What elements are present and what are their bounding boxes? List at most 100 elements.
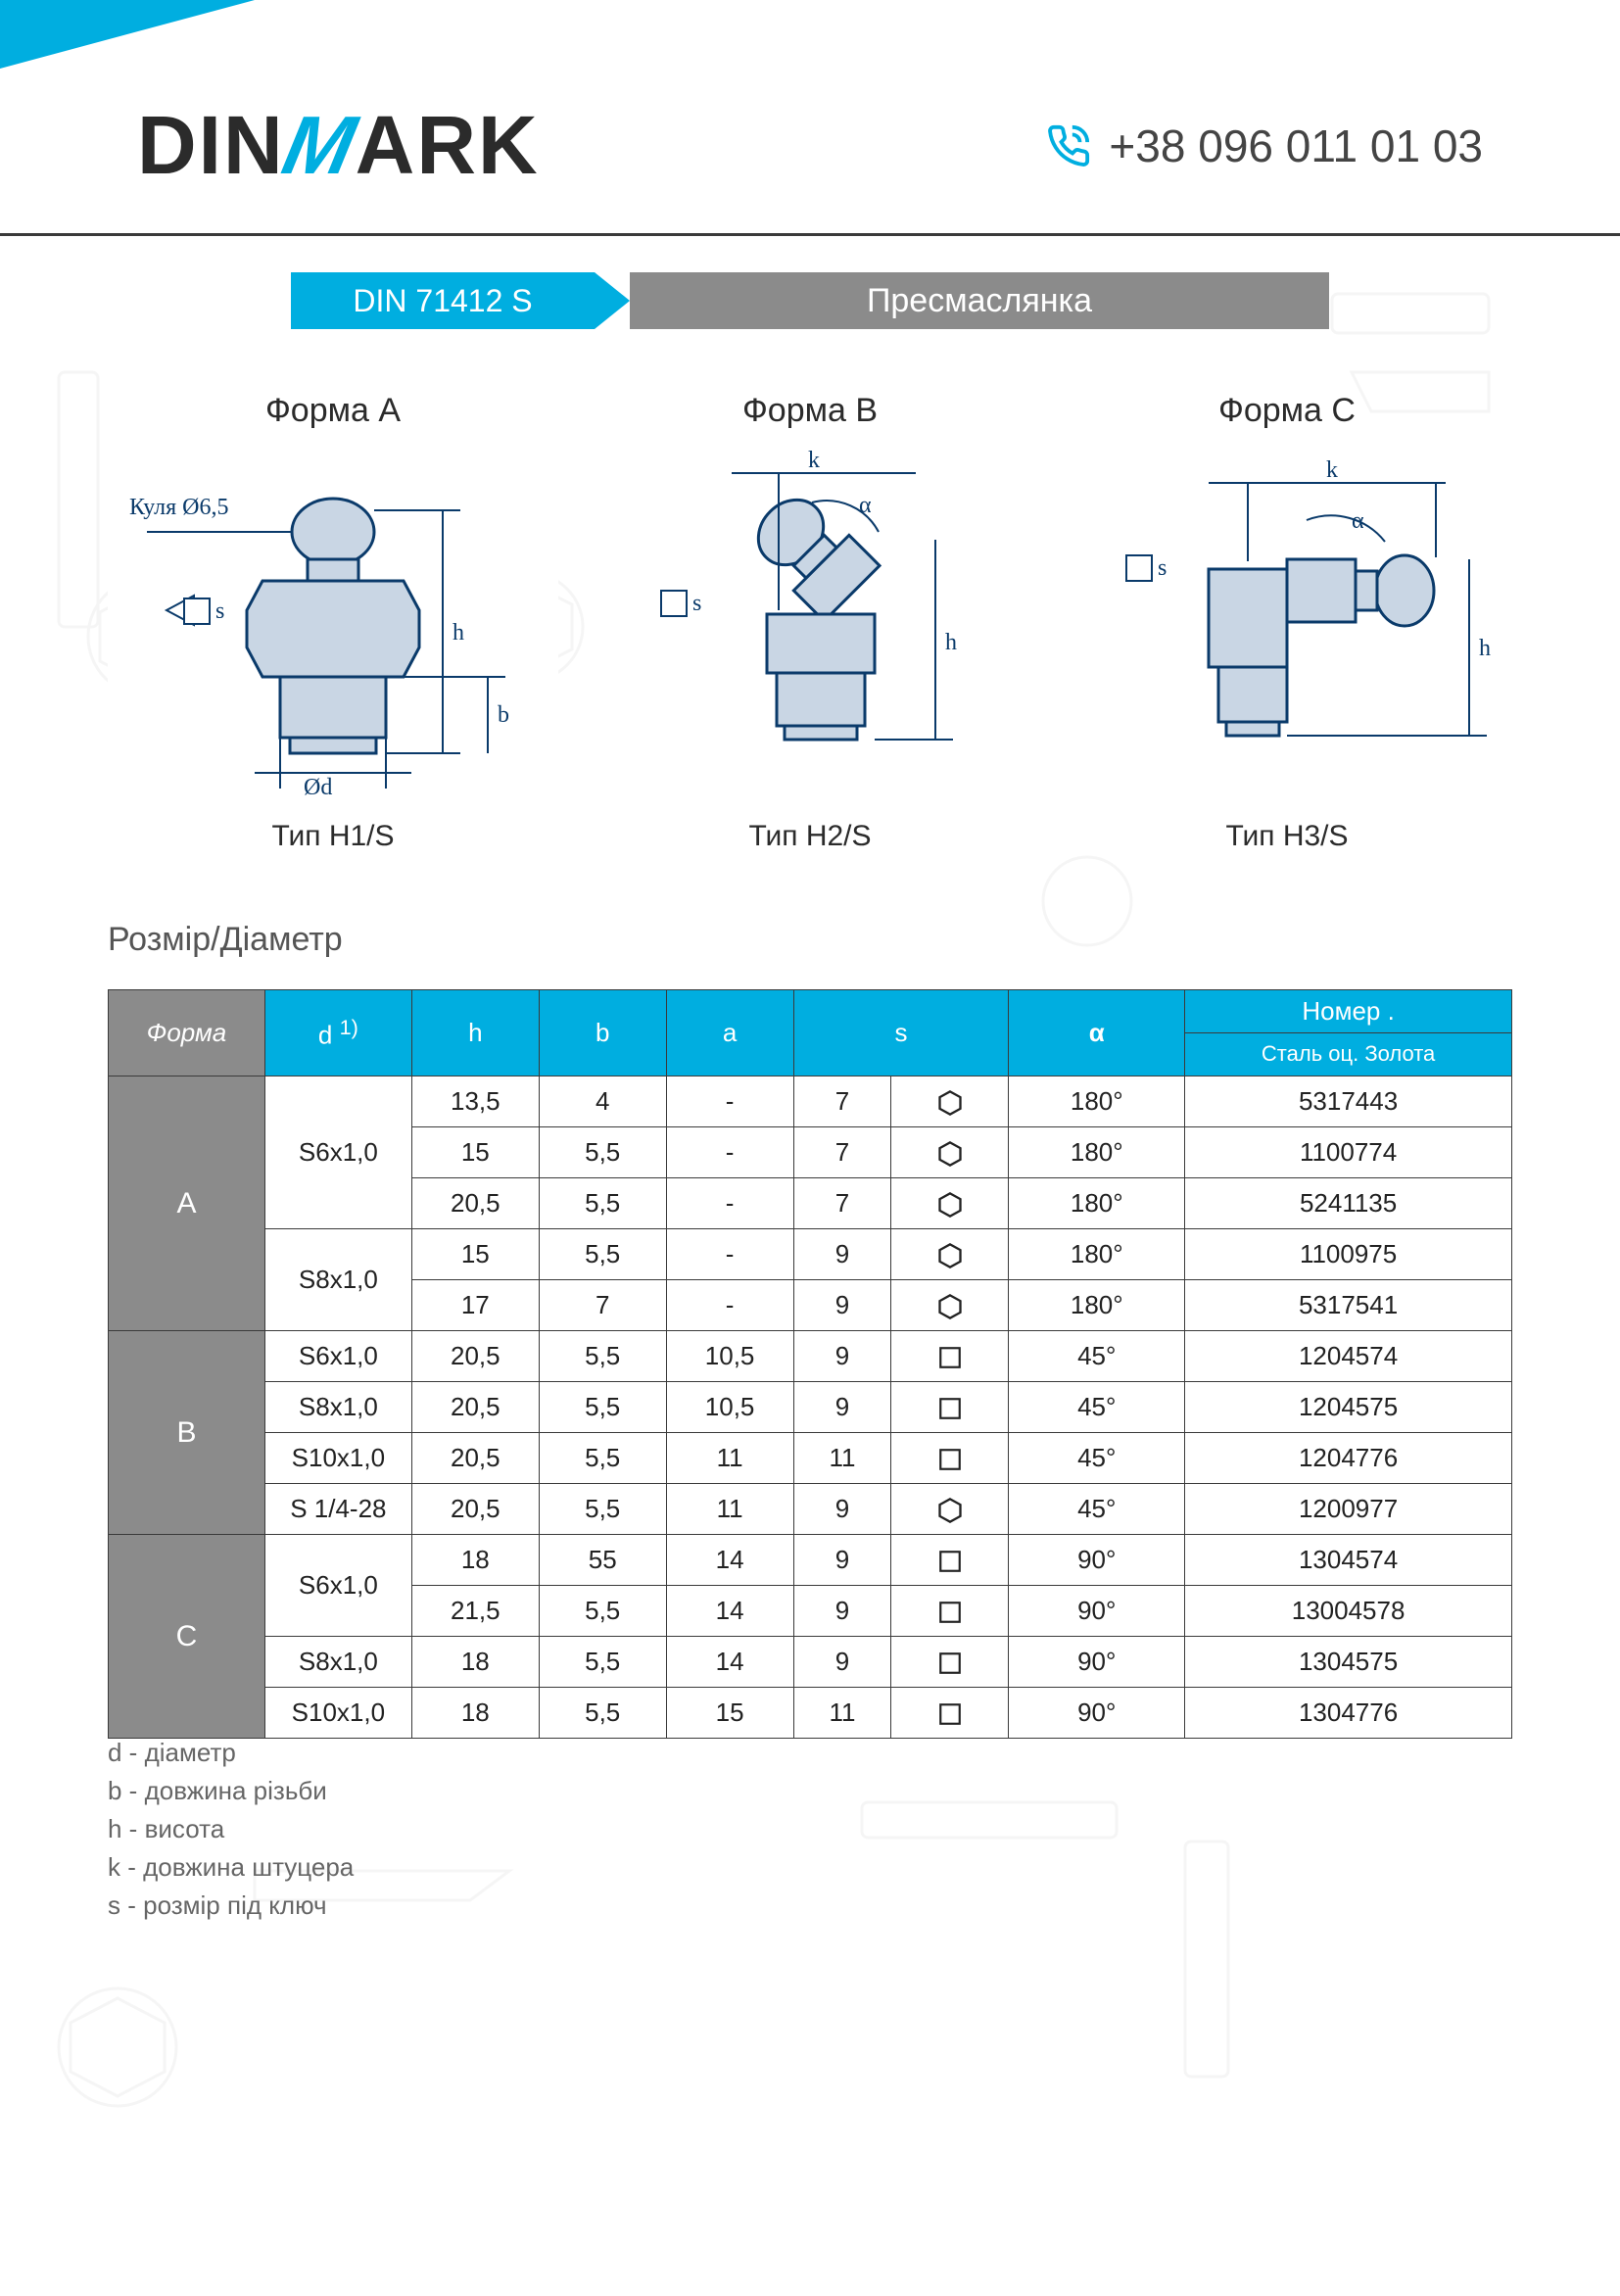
diagram-form-c: Форма С k α <box>1062 392 1512 853</box>
legend-line: h - висота <box>108 1810 354 1848</box>
cell-number: 5317443 <box>1185 1076 1512 1127</box>
annot-h: h <box>453 620 464 646</box>
phone: +38 096 011 01 03 <box>1046 120 1483 172</box>
cell-a: 11 <box>666 1484 793 1535</box>
cell-number: 1100975 <box>1185 1229 1512 1280</box>
cell-shape-icon <box>891 1178 1009 1229</box>
cell-b: 5,5 <box>539 1229 666 1280</box>
th-d: d 1) <box>264 990 411 1076</box>
cell-s: 11 <box>793 1433 891 1484</box>
table-row: S10x1,020,55,5111145°1204776 <box>109 1433 1512 1484</box>
th-d-sup: 1) <box>340 1015 358 1039</box>
cell-h: 20,5 <box>411 1382 539 1433</box>
cell-shape-icon <box>891 1280 1009 1331</box>
cell-alpha: 90° <box>1009 1586 1185 1637</box>
cell-number: 1204574 <box>1185 1331 1512 1382</box>
size-heading: Розмір/Діаметр <box>108 921 343 959</box>
annot-s: s <box>215 598 224 624</box>
diagram-drawing-b: k α s h <box>585 444 1035 796</box>
phone-number: +38 096 011 01 03 <box>1109 120 1483 172</box>
cell-h: 21,5 <box>411 1586 539 1637</box>
cell-h: 18 <box>411 1637 539 1688</box>
diagram-type-label: Тип H1/S <box>271 820 394 853</box>
cell-alpha: 180° <box>1009 1280 1185 1331</box>
cell-b: 5,5 <box>539 1127 666 1178</box>
cell-b: 5,5 <box>539 1637 666 1688</box>
th-alpha: α <box>1009 990 1185 1076</box>
cell-alpha: 180° <box>1009 1178 1185 1229</box>
cell-h: 18 <box>411 1535 539 1586</box>
cell-s: 9 <box>793 1382 891 1433</box>
cell-h: 15 <box>411 1127 539 1178</box>
th-s: s <box>793 990 1009 1076</box>
diagram-type-label: Тип H2/S <box>748 820 871 853</box>
table-row: BS6x1,020,55,510,5945°1204574 <box>109 1331 1512 1382</box>
cell-a: 14 <box>666 1586 793 1637</box>
cell-number: 1100774 <box>1185 1127 1512 1178</box>
cell-number: 1204575 <box>1185 1382 1512 1433</box>
cell-s: 7 <box>793 1127 891 1178</box>
cell-alpha: 45° <box>1009 1484 1185 1535</box>
cell-shape-icon <box>891 1484 1009 1535</box>
cell-alpha: 45° <box>1009 1433 1185 1484</box>
cell-b: 4 <box>539 1076 666 1127</box>
cell-alpha: 90° <box>1009 1688 1185 1739</box>
cell-s: 9 <box>793 1535 891 1586</box>
cell-h: 17 <box>411 1280 539 1331</box>
phone-icon <box>1046 123 1091 168</box>
table-row: S8x1,0185,514990°1304575 <box>109 1637 1512 1688</box>
cell-d: S6x1,0 <box>264 1331 411 1382</box>
cell-number: 13004578 <box>1185 1586 1512 1637</box>
annot-b: b <box>498 702 509 728</box>
diagram-form-label: Форма В <box>742 392 878 430</box>
cell-shape-icon <box>891 1637 1009 1688</box>
product-code: DIN 71412 S <box>291 272 595 329</box>
cell-d: S 1/4-28 <box>264 1484 411 1535</box>
cell-number: 1200977 <box>1185 1484 1512 1535</box>
cell-shape-icon <box>891 1127 1009 1178</box>
cell-shape-icon <box>891 1433 1009 1484</box>
cell-shape-icon <box>891 1229 1009 1280</box>
legend-line: k - довжина штуцера <box>108 1848 354 1887</box>
diagram-form-label: Форма А <box>265 392 401 430</box>
cell-number: 1304575 <box>1185 1637 1512 1688</box>
cell-s: 9 <box>793 1586 891 1637</box>
cell-s: 7 <box>793 1178 891 1229</box>
cell-a: 10,5 <box>666 1331 793 1382</box>
cell-alpha: 90° <box>1009 1637 1185 1688</box>
cell-h: 20,5 <box>411 1433 539 1484</box>
cell-alpha: 180° <box>1009 1127 1185 1178</box>
th-d-text: d <box>318 1021 332 1050</box>
product-title: Пресмаслянка <box>630 272 1329 329</box>
cell-number: 1304574 <box>1185 1535 1512 1586</box>
cell-h: 20,5 <box>411 1178 539 1229</box>
cell-shape-icon <box>891 1688 1009 1739</box>
logo-text-m: M <box>274 98 365 193</box>
cell-a: 15 <box>666 1688 793 1739</box>
cell-d: S6x1,0 <box>264 1076 411 1229</box>
annot-k: k <box>1326 457 1338 483</box>
cell-h: 20,5 <box>411 1484 539 1535</box>
cell-h: 20,5 <box>411 1331 539 1382</box>
cell-d: S6x1,0 <box>264 1535 411 1637</box>
cell-d: S10x1,0 <box>264 1688 411 1739</box>
cell-a: 11 <box>666 1433 793 1484</box>
header-rule <box>0 233 1620 236</box>
cell-s: 11 <box>793 1688 891 1739</box>
cell-b: 5,5 <box>539 1178 666 1229</box>
table-row: S8x1,0155,5-9180°1100975 <box>109 1229 1512 1280</box>
diagram-type-label: Тип H3/S <box>1225 820 1348 853</box>
cell-form: C <box>109 1535 265 1739</box>
th-b: b <box>539 990 666 1076</box>
cell-d: S8x1,0 <box>264 1637 411 1688</box>
cell-alpha: 45° <box>1009 1331 1185 1382</box>
cell-s: 9 <box>793 1331 891 1382</box>
annot-h: h <box>1479 636 1491 661</box>
cell-d: S10x1,0 <box>264 1433 411 1484</box>
cell-a: - <box>666 1178 793 1229</box>
cell-alpha: 90° <box>1009 1535 1185 1586</box>
page-header: DINMARK +38 096 011 01 03 <box>137 98 1483 193</box>
cell-s: 9 <box>793 1280 891 1331</box>
spec-table: Форма d 1) h b a s α Номер . Сталь оц. З… <box>108 989 1512 1739</box>
cell-shape-icon <box>891 1586 1009 1637</box>
